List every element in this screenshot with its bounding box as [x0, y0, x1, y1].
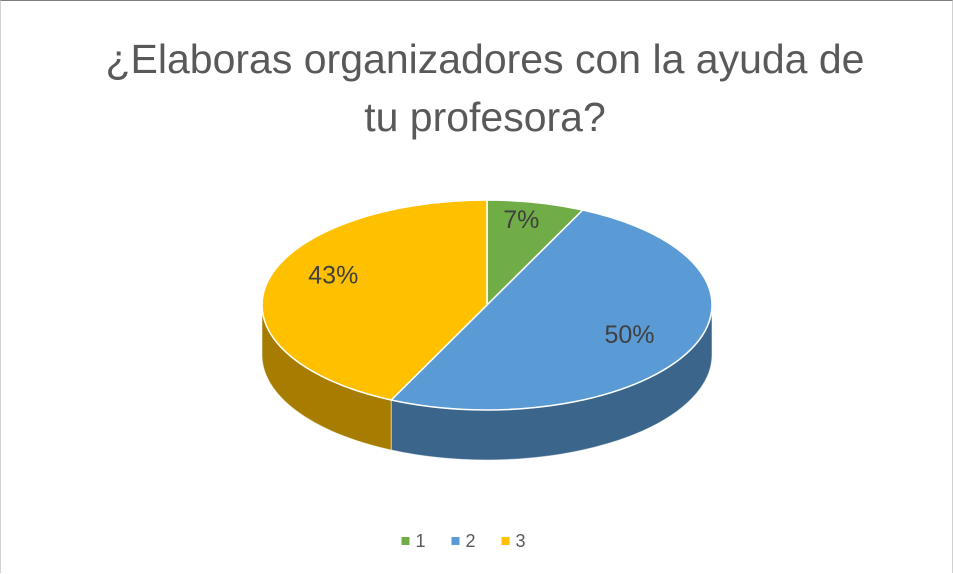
- data-label: 7%: [503, 206, 539, 234]
- data-label: 43%: [308, 262, 358, 290]
- slice-side: [391, 305, 712, 460]
- legend-label: 1: [416, 531, 426, 551]
- slice: [261, 199, 488, 401]
- chart-title: ¿Elaboras organizadores con la ayuda de …: [105, 36, 865, 140]
- legend-swatch: [401, 537, 410, 545]
- legend-swatch: [451, 537, 460, 545]
- legend-swatch: [501, 537, 510, 545]
- slice: [389, 209, 713, 411]
- slice-side: [262, 305, 392, 451]
- legend-label: 3: [516, 531, 526, 551]
- legend-label: 2: [466, 531, 476, 551]
- data-label: 50%: [604, 321, 654, 349]
